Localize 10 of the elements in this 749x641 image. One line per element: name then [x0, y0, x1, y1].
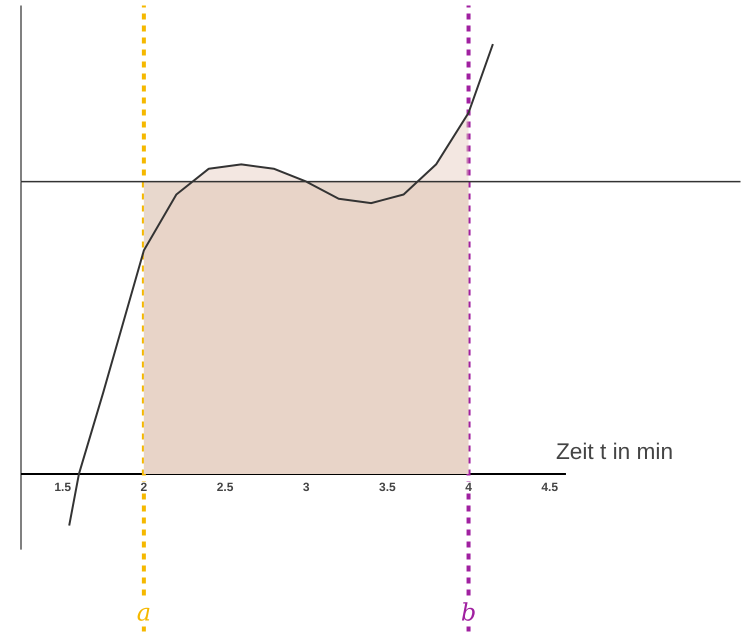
x-tick-label: 4.5: [541, 480, 558, 494]
x-tick-label: 2.5: [216, 480, 234, 494]
x-axis-title: Zeit t in min: [556, 438, 674, 464]
x-tick-label: 4: [465, 480, 472, 494]
x-tick-label: 3.5: [379, 480, 396, 494]
ref-line-label: b: [460, 598, 476, 626]
x-tick-label: 1.5: [54, 480, 72, 494]
ref-line-label: a: [136, 598, 152, 626]
x-tick-label: 3: [302, 480, 310, 494]
x-tick-label: 2: [140, 480, 148, 494]
